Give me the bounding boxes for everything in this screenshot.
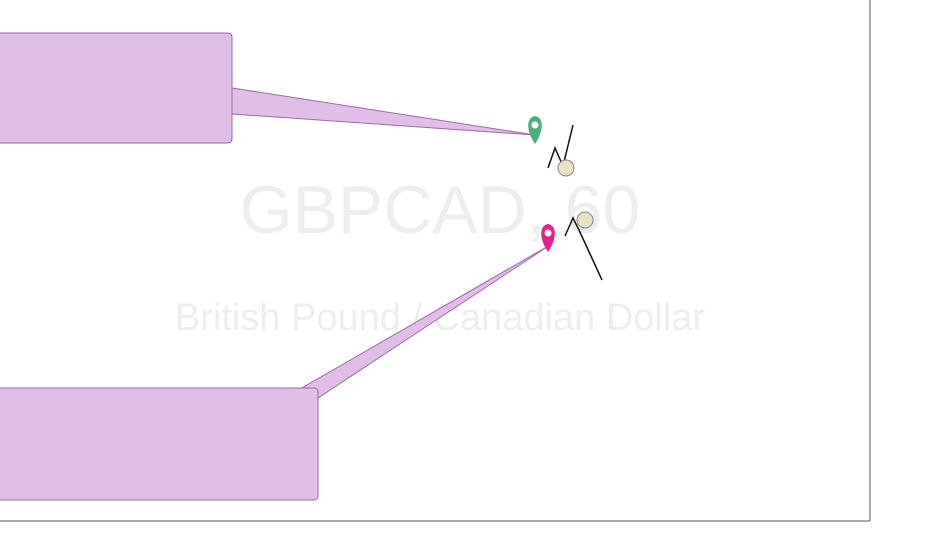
watermark-description: British Pound / Canadian Dollar (175, 297, 706, 339)
marker-up (528, 116, 542, 144)
marker-dot (544, 229, 552, 237)
entry-circle (557, 159, 575, 177)
price-axis (870, 0, 932, 550)
callout-box (0, 32, 233, 144)
watermark-symbol: GBPCAD, 60 (240, 172, 641, 248)
entry-circle (576, 211, 594, 229)
zigzag (564, 216, 603, 281)
time-axis (0, 521, 932, 550)
callout-box (0, 387, 319, 501)
marker-dot (531, 121, 539, 129)
zigzag (547, 124, 574, 169)
marker-down (541, 224, 555, 252)
